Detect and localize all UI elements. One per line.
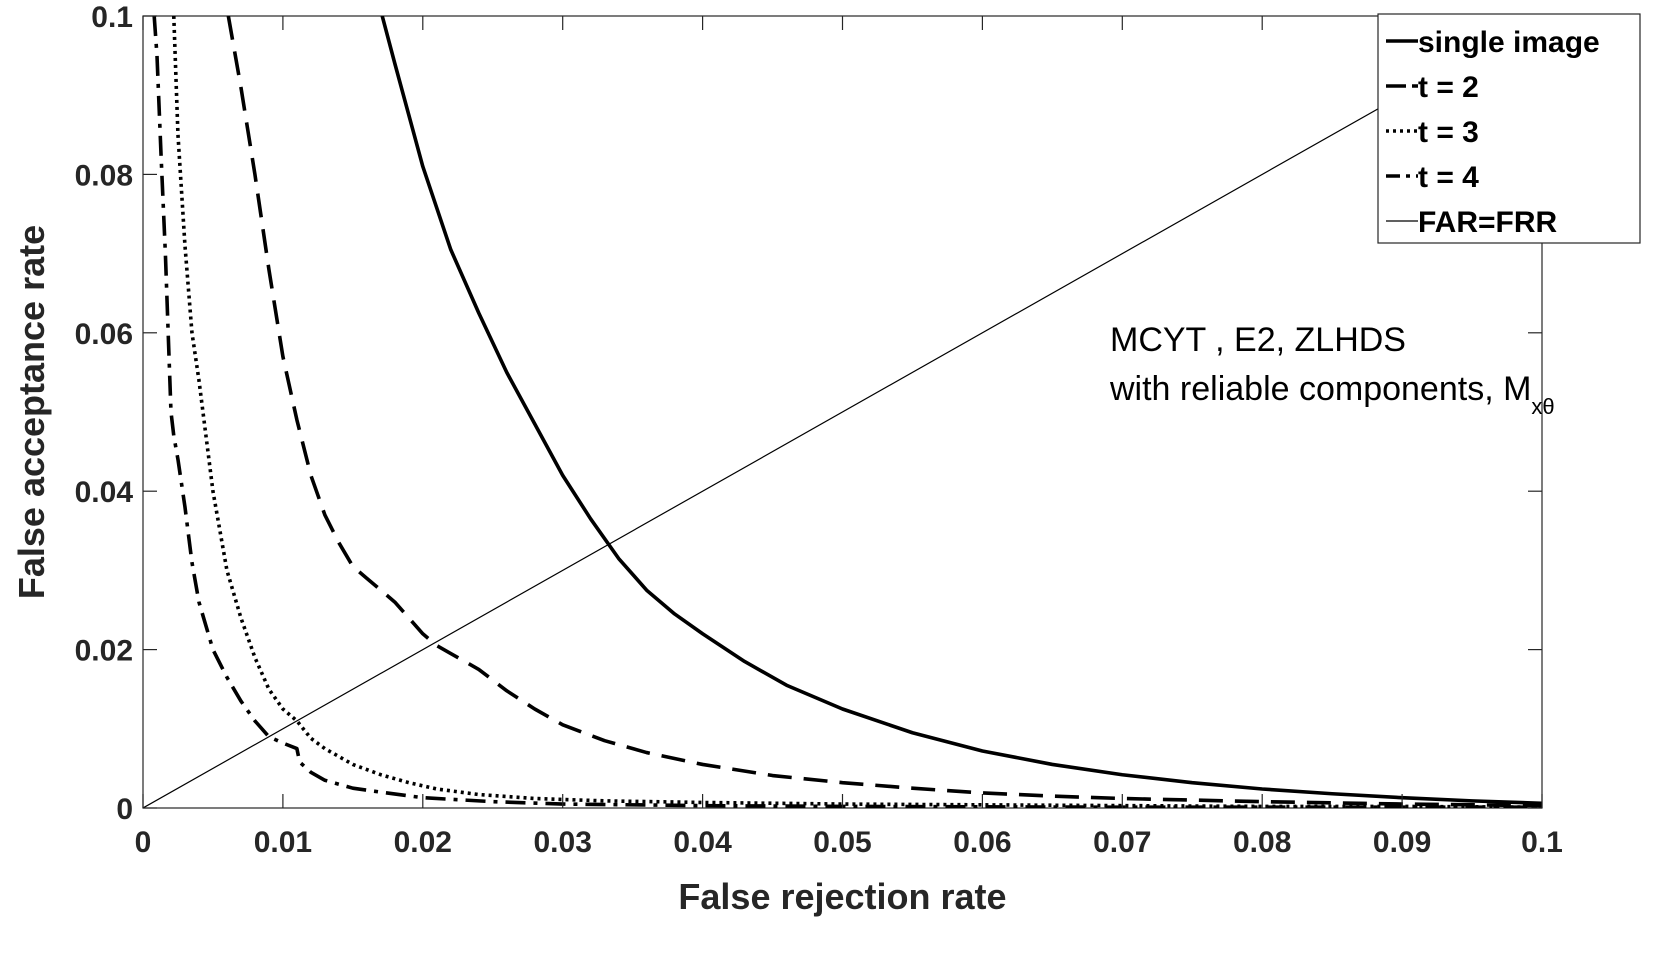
legend-box [1377, 13, 1641, 244]
x-tick-label: 0.1 [1521, 826, 1563, 859]
y-tick-label: 0.08 [75, 159, 133, 192]
series-line-t-4 [152, 16, 1542, 808]
y-tick-label: 0.04 [75, 476, 134, 509]
annotation-line-1: MCYT , E2, ZLHDS [1110, 321, 1406, 359]
legend-label: t = 2 [1418, 71, 1479, 104]
legend-label: t = 4 [1418, 161, 1479, 194]
x-tick-label: 0.09 [1373, 826, 1431, 859]
y-axis-title: False acceptance rate [11, 225, 52, 599]
ticks-layer: 0 0.01 0.02 0.03 0.04 0.05 0.06 0.07 0.08 0.09 0.1… [75, 1, 1563, 859]
legend: single image t = 2 t = 3 t = 4 FAR=FRR [1377, 13, 1641, 244]
x-axis-title: False rejection rate [678, 876, 1006, 917]
legend-label: single image [1418, 26, 1600, 59]
annotation-line-2-subscript: xθ [1531, 394, 1554, 419]
x-tick-label: 0.07 [1093, 826, 1151, 859]
series-line-far-frr [143, 16, 1542, 808]
x-tick-label: 0.04 [673, 826, 732, 859]
x-tick-label: 0.02 [394, 826, 452, 859]
x-tick-label: 0.01 [254, 826, 312, 859]
series-line-single-image [380, 16, 1542, 806]
legend-label: FAR=FRR [1418, 206, 1558, 239]
x-tick-label: 0 [135, 826, 152, 859]
x-tick-label: 0.05 [813, 826, 871, 859]
annotation-line-2: with reliable components, Mxθ [1109, 370, 1555, 419]
x-tick-label: 0.08 [1233, 826, 1291, 859]
y-tick-label: 0.1 [91, 1, 133, 34]
series-line-t-2 [226, 16, 1542, 808]
legend-label: t = 3 [1418, 116, 1479, 149]
series-layer [143, 16, 1542, 808]
x-tick-label: 0.06 [953, 826, 1011, 859]
series-line-t-3 [171, 16, 1542, 808]
x-tick-label: 0.03 [534, 826, 592, 859]
y-tick-label: 0.06 [75, 318, 133, 351]
y-tick-label: 0 [116, 793, 133, 826]
y-tick-label: 0.02 [75, 635, 133, 668]
annotation-line-2-main: with reliable components, M [1109, 370, 1531, 408]
